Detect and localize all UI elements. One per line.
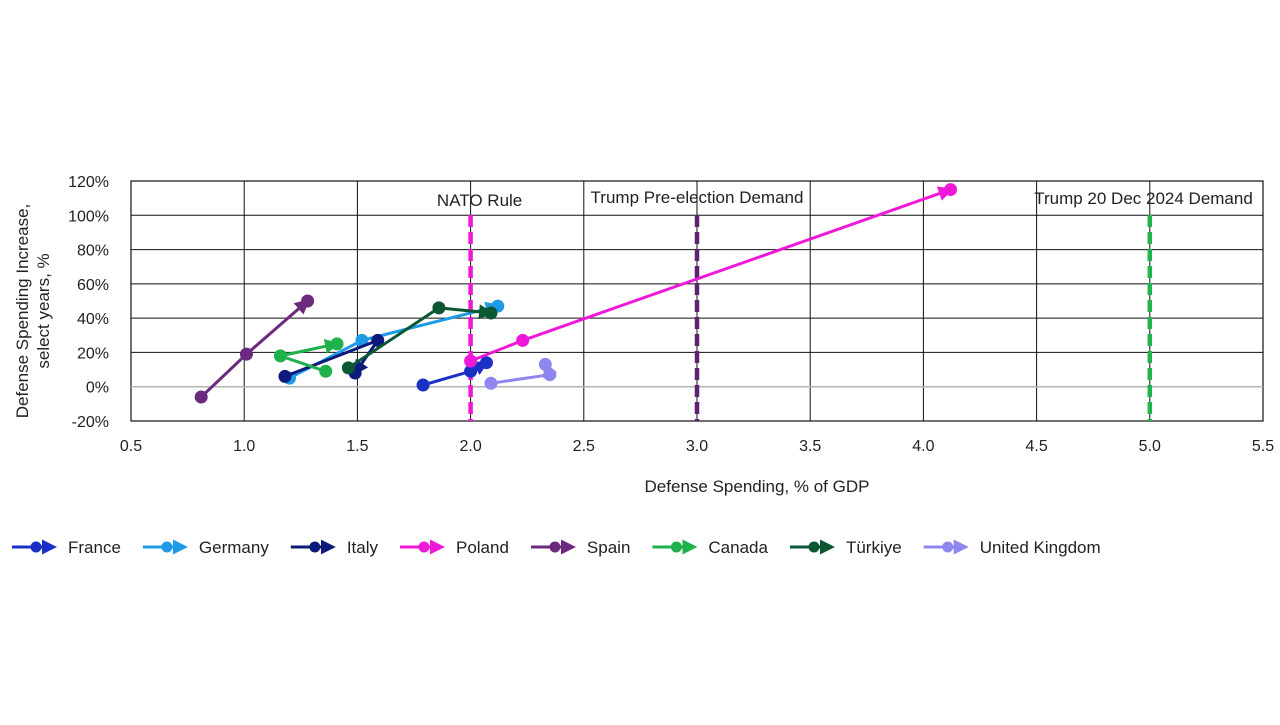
y-tick-label: 100% <box>68 208 109 225</box>
reference-line-label: Trump Pre-election Demand <box>591 188 804 207</box>
series-spain <box>194 294 315 404</box>
x-tick-label: 4.5 <box>1025 438 1047 455</box>
series-layer <box>194 183 958 404</box>
y-axis-title: Defense Spending Increase, select years, … <box>13 204 53 419</box>
data-point <box>278 369 292 383</box>
reference-line-label: Trump 20 Dec 2024 Demand <box>1034 189 1253 208</box>
data-point <box>416 378 430 392</box>
legend-label: United Kingdom <box>980 538 1101 557</box>
y-tick-label: 40% <box>77 311 109 328</box>
series-france <box>416 356 493 392</box>
series-poland <box>464 183 958 368</box>
legend-label: Türkiye <box>846 538 902 557</box>
data-point <box>543 368 557 382</box>
y-tick-label: 60% <box>77 277 109 294</box>
reference-line-label: NATO Rule <box>437 191 522 210</box>
data-point <box>239 347 253 361</box>
data-point <box>371 333 385 347</box>
x-tick-label: 3.5 <box>799 438 821 455</box>
data-point <box>341 361 355 375</box>
data-point <box>479 356 493 370</box>
legend-label: Canada <box>708 538 768 557</box>
x-axis-title: Defense Spending, % of GDP <box>645 477 870 496</box>
y-axis-title-line: select years, % <box>34 253 53 368</box>
y-tick-label: -20% <box>72 414 109 431</box>
data-point <box>484 376 498 390</box>
legend-item: Poland <box>399 538 509 557</box>
series-canada <box>273 337 344 378</box>
legend: France Germany Italy Poland Spain Canada Türki… <box>12 538 1101 557</box>
x-tick-label: 1.0 <box>233 438 255 455</box>
legend-label: Germany <box>199 538 269 557</box>
legend-item: Canada <box>652 538 769 557</box>
data-point <box>194 390 208 404</box>
legend-marker <box>942 541 954 553</box>
data-point <box>330 337 344 351</box>
data-point <box>301 294 315 308</box>
legend-item: Spain <box>530 538 630 557</box>
series-line <box>421 361 490 387</box>
data-point <box>944 183 958 197</box>
x-tick-label: 3.0 <box>686 438 708 455</box>
legend-marker <box>670 541 682 553</box>
data-point <box>355 333 369 347</box>
data-point <box>273 349 287 363</box>
legend-item: France <box>12 538 121 557</box>
legend-item: Germany <box>142 538 269 557</box>
axes: 0.5 1.0 1.5 2.0 2.5 3.0 3.5 4.0 4.5 5.0 5.5 -20% 0% 2… <box>13 174 1274 496</box>
x-tick-label: 5.0 <box>1139 438 1161 455</box>
legend-marker <box>30 541 42 553</box>
series-t-rkiye <box>341 301 498 375</box>
data-point <box>464 364 478 378</box>
legend-label: France <box>68 538 121 557</box>
y-tick-label: 80% <box>77 243 109 260</box>
x-tick-label: 0.5 <box>120 438 142 455</box>
legend-marker <box>309 541 321 553</box>
y-tick-label: 120% <box>68 174 109 191</box>
legend-label: Poland <box>456 538 509 557</box>
y-tick-label: 20% <box>77 345 109 362</box>
x-tick-label: 1.5 <box>346 438 368 455</box>
x-tick-label: 2.5 <box>573 438 595 455</box>
reference-lines: NATO Rule Trump Pre-election Demand Trump … <box>437 188 1253 421</box>
legend-marker <box>161 541 173 553</box>
legend-item: United Kingdom <box>923 538 1101 557</box>
data-point <box>432 301 446 315</box>
data-point <box>319 364 333 378</box>
y-tick-label: 0% <box>86 380 109 397</box>
legend-label: Italy <box>347 538 379 557</box>
legend-marker <box>808 541 820 553</box>
y-axis-title-line: Defense Spending Increase, <box>13 204 32 419</box>
series-united-kingdom <box>484 357 557 390</box>
x-tick-label: 4.0 <box>912 438 934 455</box>
x-tick-label: 5.5 <box>1252 438 1274 455</box>
legend-label: Spain <box>587 538 630 557</box>
data-point <box>464 354 478 368</box>
legend-marker <box>549 541 561 553</box>
legend-item: Italy <box>290 538 379 557</box>
data-point <box>484 306 498 320</box>
x-tick-label: 2.0 <box>459 438 481 455</box>
legend-marker <box>418 541 430 553</box>
legend-item: Türkiye <box>789 538 902 557</box>
data-point <box>516 333 530 347</box>
data-point <box>538 357 552 371</box>
